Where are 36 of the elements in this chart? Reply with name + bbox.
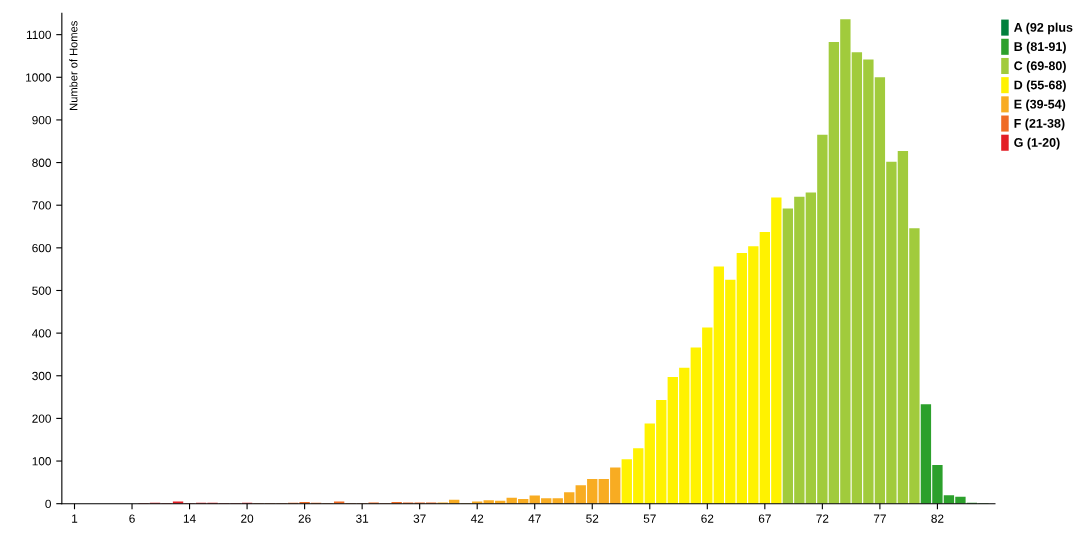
x-tick-label: 20 — [241, 514, 254, 523]
x-tick-label: 37 — [413, 514, 426, 523]
legend-label: E (39-54) — [1014, 99, 1066, 112]
y-tick-label: 800 — [32, 158, 51, 167]
x-tick-label: 42 — [470, 514, 484, 523]
legend-label: F (21-38) — [1014, 118, 1065, 131]
y-axis-title: Number of Homes — [69, 21, 78, 110]
y-tick-label: 1100 — [26, 30, 51, 40]
y-tick-label: 700 — [32, 201, 51, 210]
x-tick-label: 82 — [931, 514, 944, 523]
legend-label: C (69-80) — [1014, 61, 1066, 73]
x-tick-label: 6 — [129, 514, 135, 523]
y-tick-label: 1000 — [26, 73, 51, 82]
y-tick-label: 0 — [45, 499, 51, 509]
y-tick-label: 100 — [32, 457, 51, 466]
y-tick-label: 200 — [32, 414, 51, 423]
y-tick-label: 600 — [32, 243, 51, 253]
y-tick-label: 900 — [32, 115, 51, 125]
x-tick-label: 62 — [701, 514, 714, 523]
y-tick-label: 300 — [32, 371, 51, 381]
x-tick-label: 77 — [873, 514, 886, 523]
x-tick-label: 72 — [816, 514, 829, 523]
legend-label: G (1-20) — [1014, 137, 1060, 150]
x-tick-label: 52 — [586, 514, 599, 523]
legend-label: A (92 plus — [1014, 22, 1073, 35]
x-tick-label: 1 — [72, 514, 78, 523]
x-tick-label: 31 — [356, 514, 369, 523]
x-tick-label: 14 — [183, 514, 196, 523]
legend-label: D (55-68) — [1014, 80, 1066, 92]
x-tick-label: 57 — [643, 514, 656, 523]
legend-label: B (81-91) — [1014, 41, 1066, 54]
x-tick-label: 47 — [528, 514, 541, 523]
y-tick-label: 400 — [32, 329, 51, 338]
x-tick-label: 26 — [298, 514, 311, 523]
y-tick-label: 500 — [32, 286, 51, 295]
x-tick-label: 67 — [758, 514, 771, 523]
